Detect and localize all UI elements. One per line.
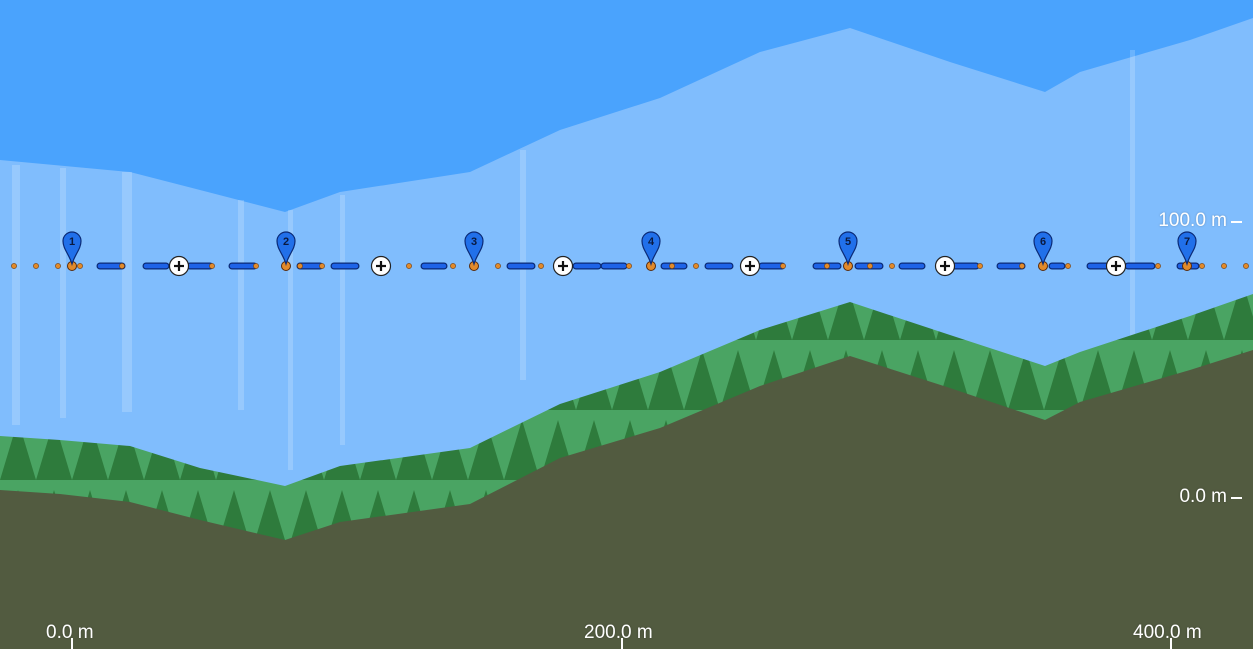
route-point-dot[interactable]	[1019, 263, 1025, 269]
y-axis-label-100: 100.0 m	[1158, 210, 1227, 231]
route-point-dot[interactable]	[253, 263, 259, 269]
route-point-dot[interactable]	[119, 263, 125, 269]
route-point-dot[interactable]	[693, 263, 699, 269]
add-waypoint-button-5[interactable]	[934, 255, 956, 277]
y-axis-tick-100	[1231, 221, 1242, 223]
waypoint-number: 2	[283, 236, 289, 248]
waypoint-number: 6	[1040, 236, 1046, 248]
waypoint-marker-1[interactable]: 1	[62, 231, 82, 271]
waypoint-number: 1	[69, 236, 75, 248]
route-point-dot[interactable]	[1199, 263, 1205, 269]
add-waypoint-button-3[interactable]	[552, 255, 574, 277]
waypoint-marker-3[interactable]: 3	[464, 231, 484, 271]
route-point-dot[interactable]	[538, 263, 544, 269]
route-point-dot[interactable]	[406, 263, 412, 269]
waypoint-number: 7	[1184, 236, 1190, 248]
x-axis-tick-200	[621, 638, 623, 649]
waypoint-marker-6[interactable]: 6	[1033, 231, 1053, 271]
x-axis-label-200: 200.0 m	[584, 622, 653, 643]
add-waypoint-button-2[interactable]	[370, 255, 392, 277]
route-point-dot[interactable]	[780, 263, 786, 269]
x-axis-tick-400	[1170, 638, 1172, 649]
ground	[0, 350, 1253, 649]
route-point-dot[interactable]	[889, 263, 895, 269]
waypoint-number: 5	[845, 236, 851, 248]
route-point-dot[interactable]	[1243, 263, 1249, 269]
route-point-dot[interactable]	[209, 263, 215, 269]
route-point-dot[interactable]	[1155, 263, 1161, 269]
map-pin-icon	[62, 231, 82, 267]
map-pin-icon	[1177, 231, 1197, 267]
route-line[interactable]: 1 2 3 4 5 6 7	[11, 231, 1249, 277]
route-point-dot[interactable]	[824, 263, 830, 269]
route-point-dot[interactable]	[1221, 263, 1227, 269]
y-axis-tick-0	[1231, 497, 1242, 499]
route-point-dot[interactable]	[867, 263, 873, 269]
map-pin-icon	[1033, 231, 1053, 267]
waypoint-marker-5[interactable]: 5	[838, 231, 858, 271]
route-point-dot[interactable]	[669, 263, 675, 269]
map-pin-icon	[276, 231, 296, 267]
waypoint-marker-4[interactable]: 4	[641, 231, 661, 271]
route-point-dot[interactable]	[450, 263, 456, 269]
route-point-dot[interactable]	[626, 263, 632, 269]
route-point-dot[interactable]	[55, 263, 61, 269]
x-axis-label-0: 0.0 m	[46, 622, 94, 643]
waypoint-number: 3	[471, 236, 477, 248]
route-point-dot[interactable]	[77, 263, 83, 269]
add-waypoint-button-6[interactable]	[1105, 255, 1127, 277]
route-point-dot[interactable]	[977, 263, 983, 269]
route-point-dot[interactable]	[1065, 263, 1071, 269]
waypoint-marker-2[interactable]: 2	[276, 231, 296, 271]
x-axis-label-400: 400.0 m	[1133, 622, 1202, 643]
route-point-dot[interactable]	[11, 263, 17, 269]
map-pin-icon	[838, 231, 858, 267]
x-axis-tick-0	[71, 638, 73, 649]
waypoint-number: 4	[648, 236, 655, 248]
route-point-dot[interactable]	[297, 263, 303, 269]
route-point-dot[interactable]	[319, 263, 325, 269]
add-waypoint-button-1[interactable]	[168, 255, 190, 277]
route-point-dot[interactable]	[33, 263, 39, 269]
map-pin-icon	[464, 231, 484, 267]
y-axis-label-0: 0.0 m	[1179, 486, 1227, 507]
add-waypoint-button-4[interactable]	[739, 255, 761, 277]
waypoint-marker-7[interactable]: 7	[1177, 231, 1197, 271]
map-pin-icon	[641, 231, 661, 267]
route-point-dot[interactable]	[495, 263, 501, 269]
